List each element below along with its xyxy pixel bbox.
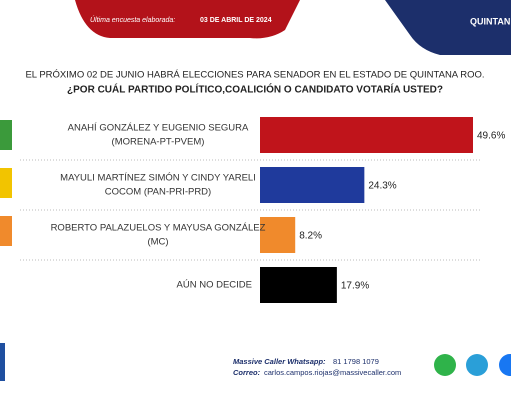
whatsapp: 81 1798 1079 <box>333 357 379 366</box>
category-label: (MORENA-PT-PVEM) <box>112 137 205 148</box>
bar <box>260 117 473 153</box>
bar <box>260 167 365 203</box>
chart-subtitle: ¿POR CUÁL PARTIDO POLÍTICO,COALICIÓN O C… <box>67 83 443 96</box>
value-label: 17.9% <box>341 281 369 292</box>
header-band <box>75 0 300 39</box>
facebook-icon[interactable] <box>499 354 511 376</box>
value-label: 8.2% <box>299 231 322 242</box>
bar <box>260 217 296 253</box>
value-label: 49.6% <box>477 131 505 142</box>
category-label: ROBERTO PALAZUELOS Y MAYUSA GONZÁLEZ <box>51 223 266 234</box>
category-label: COCOM (PAN-PRI-PRD) <box>105 187 211 198</box>
email-label: Correo: <box>233 368 261 377</box>
party-logo <box>0 216 12 246</box>
survey-label: Última encuesta elaborada: <box>90 15 175 24</box>
whatsapp-label: Massive Caller Whatsapp: <box>233 357 326 366</box>
category-label: AÚN NO DECIDE <box>177 280 252 291</box>
survey-date: 03 DE ABRIL DE 2024 <box>200 17 272 24</box>
category-label: ANAHÍ GONZÁLEZ Y EUGENIO SEGURA <box>68 123 249 134</box>
state-name: QUINTAN <box>470 16 510 26</box>
header-band-right <box>385 0 511 55</box>
telegram-icon[interactable] <box>466 354 488 376</box>
category-label: MAYULI MARTÍNEZ SIMÓN Y CINDY YARELI <box>60 173 256 184</box>
category-label: (MC) <box>147 237 168 248</box>
whatsapp-icon[interactable] <box>434 354 456 376</box>
party-logo <box>0 168 12 198</box>
party-logo <box>0 120 12 150</box>
side-mark <box>0 343 5 381</box>
bar <box>260 267 337 303</box>
chart-title: EL PRÓXIMO 02 DE JUNIO HABRÁ ELECCIONES … <box>25 70 484 81</box>
email: carlos.campos.riojas@massivecaller.com <box>264 368 401 377</box>
value-label: 24.3% <box>368 181 396 192</box>
